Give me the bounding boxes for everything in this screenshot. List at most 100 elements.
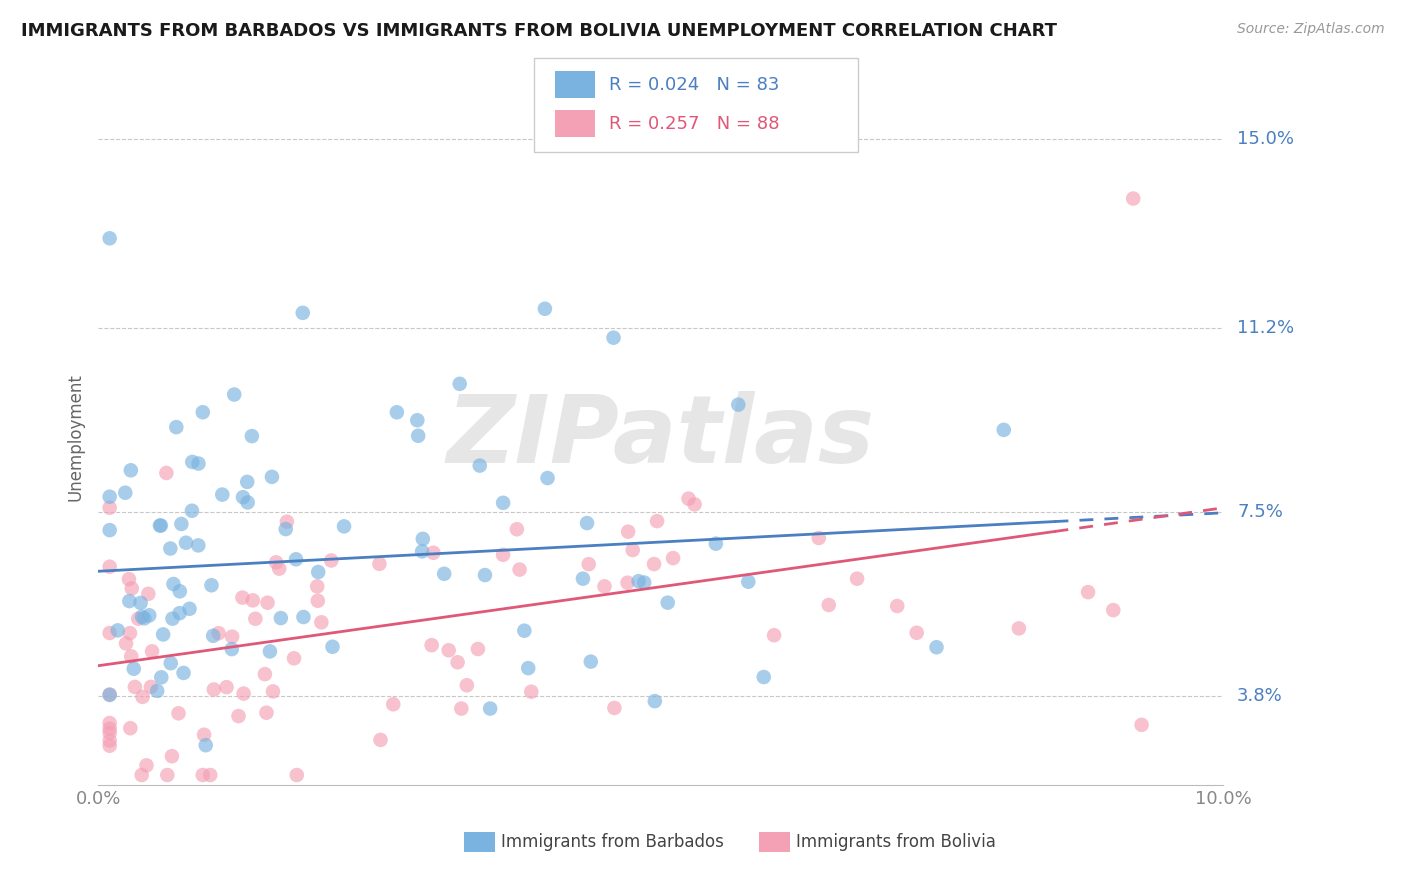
- Point: [450, 701, 472, 715]
- Point: [321, 553, 343, 567]
- Point: [262, 684, 284, 698]
- Point: [704, 536, 727, 550]
- Point: [242, 593, 264, 607]
- Point: [121, 582, 143, 596]
- Point: [159, 541, 181, 556]
- Point: [200, 578, 222, 592]
- Point: [107, 624, 129, 638]
- Point: [240, 429, 263, 443]
- Point: [603, 701, 626, 715]
- Point: [422, 546, 444, 560]
- Point: [616, 575, 638, 590]
- Point: [572, 572, 595, 586]
- Point: [221, 630, 243, 644]
- Point: [118, 594, 141, 608]
- Point: [232, 490, 254, 504]
- Text: Immigrants from Bolivia: Immigrants from Bolivia: [796, 833, 995, 851]
- Point: [253, 667, 276, 681]
- Point: [221, 642, 243, 657]
- Point: [370, 732, 392, 747]
- Point: [406, 429, 429, 443]
- Point: [149, 518, 172, 533]
- Point: [187, 457, 209, 471]
- Point: [122, 662, 145, 676]
- Point: [245, 612, 267, 626]
- Point: [274, 522, 297, 536]
- Point: [492, 496, 515, 510]
- Point: [886, 599, 908, 613]
- Point: [446, 655, 468, 669]
- Point: [98, 231, 121, 245]
- Point: [135, 758, 157, 772]
- Point: [139, 680, 162, 694]
- Point: [727, 398, 749, 412]
- Point: [291, 306, 314, 320]
- Point: [98, 726, 121, 740]
- Text: 11.2%: 11.2%: [1237, 318, 1295, 337]
- Text: IMMIGRANTS FROM BARBADOS VS IMMIGRANTS FROM BOLIVIA UNEMPLOYMENT CORRELATION CHA: IMMIGRANTS FROM BARBADOS VS IMMIGRANTS F…: [21, 22, 1057, 40]
- Point: [155, 466, 177, 480]
- Point: [173, 665, 195, 680]
- Point: [579, 655, 602, 669]
- Point: [156, 768, 179, 782]
- Point: [169, 606, 191, 620]
- Text: ZIPatlas: ZIPatlas: [447, 391, 875, 483]
- Point: [134, 611, 156, 625]
- Point: [191, 405, 214, 419]
- Point: [259, 644, 281, 658]
- Point: [492, 548, 515, 562]
- Point: [170, 516, 193, 531]
- Point: [520, 684, 543, 698]
- Point: [333, 519, 356, 533]
- Point: [127, 612, 149, 626]
- Point: [169, 584, 191, 599]
- Point: [479, 701, 502, 715]
- Point: [165, 420, 187, 434]
- Point: [187, 538, 209, 552]
- Point: [817, 598, 839, 612]
- Point: [202, 682, 225, 697]
- Point: [207, 626, 229, 640]
- Point: [136, 587, 159, 601]
- Point: [256, 596, 278, 610]
- Point: [152, 627, 174, 641]
- Point: [167, 706, 190, 721]
- Point: [509, 563, 531, 577]
- Point: [406, 413, 429, 427]
- Point: [260, 470, 283, 484]
- Point: [737, 574, 759, 589]
- Point: [602, 331, 624, 345]
- Point: [224, 387, 246, 401]
- Point: [534, 301, 557, 316]
- Point: [194, 738, 217, 752]
- Point: [506, 522, 529, 536]
- Point: [285, 768, 308, 782]
- Point: [131, 609, 153, 624]
- Point: [385, 405, 408, 419]
- Point: [232, 687, 254, 701]
- Point: [114, 485, 136, 500]
- Point: [98, 739, 121, 753]
- Point: [270, 611, 292, 625]
- Point: [98, 490, 121, 504]
- Point: [193, 728, 215, 742]
- Point: [98, 626, 121, 640]
- Point: [467, 642, 489, 657]
- Point: [593, 579, 616, 593]
- Text: 3.8%: 3.8%: [1237, 687, 1282, 705]
- Point: [993, 423, 1015, 437]
- Point: [231, 591, 253, 605]
- Point: [276, 515, 298, 529]
- Point: [162, 577, 184, 591]
- Text: Source: ZipAtlas.com: Source: ZipAtlas.com: [1237, 22, 1385, 37]
- Point: [412, 532, 434, 546]
- Point: [285, 552, 308, 566]
- Point: [202, 629, 225, 643]
- Point: [1077, 585, 1099, 599]
- Point: [645, 514, 668, 528]
- Point: [98, 688, 121, 702]
- Text: R = 0.257   N = 88: R = 0.257 N = 88: [609, 115, 779, 133]
- Text: R = 0.024   N = 83: R = 0.024 N = 83: [609, 76, 779, 94]
- Point: [98, 500, 121, 515]
- Point: [683, 497, 706, 511]
